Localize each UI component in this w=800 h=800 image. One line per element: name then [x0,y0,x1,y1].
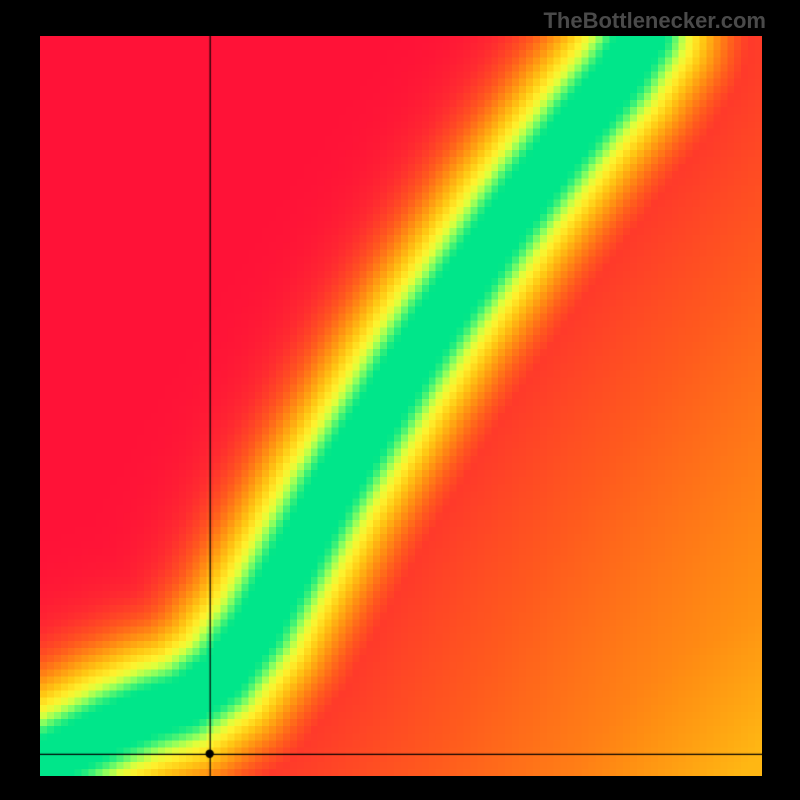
watermark-text: TheBottlenecker.com [543,8,766,34]
bottleneck-heatmap [40,36,762,776]
chart-container: TheBottlenecker.com [0,0,800,800]
